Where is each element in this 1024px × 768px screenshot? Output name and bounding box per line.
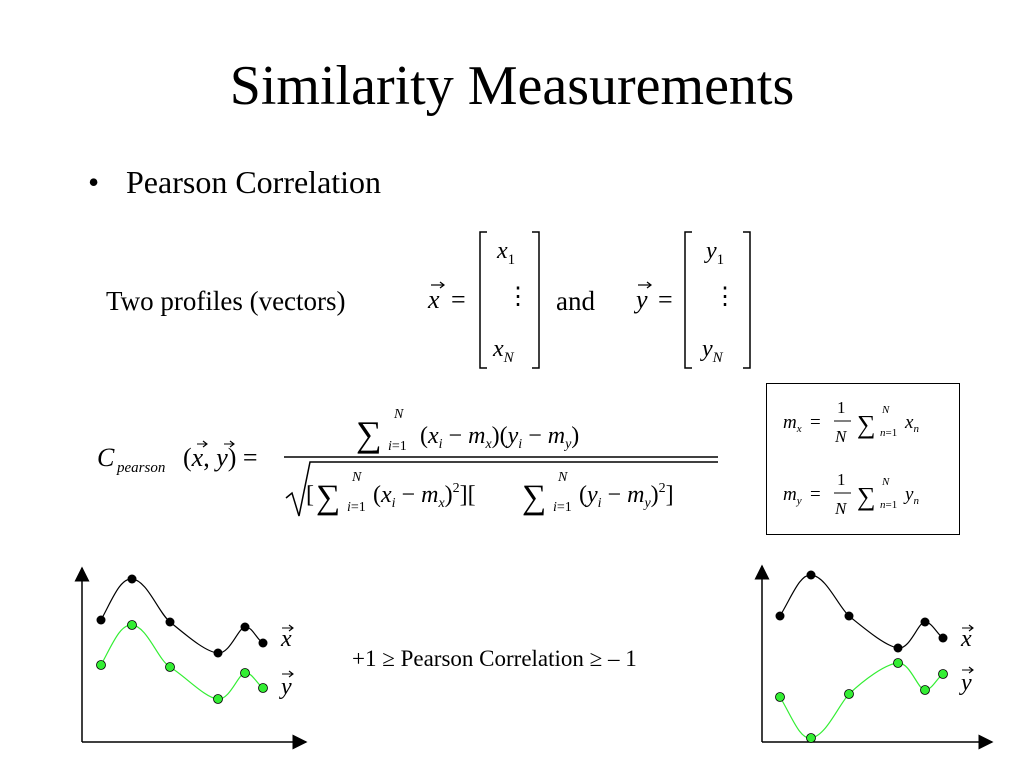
svg-text:i=1: i=1 xyxy=(553,500,572,515)
equals-sign: = xyxy=(451,285,466,314)
right-bracket-icon xyxy=(743,231,751,369)
equals-sign: = xyxy=(658,285,673,314)
legend-y-label: y xyxy=(279,674,292,700)
yN-entry: yN xyxy=(700,336,724,366)
xN-entry: xN xyxy=(492,336,515,366)
svg-text:1: 1 xyxy=(837,470,846,489)
series-x-line xyxy=(100,578,264,654)
svg-text:yn: yn xyxy=(903,484,919,507)
sum-icon: ∑ xyxy=(356,414,382,454)
vector-x-symbol: x xyxy=(427,285,440,314)
sqrt-icon xyxy=(285,461,718,517)
svg-text:=: = xyxy=(810,484,821,505)
right-anticorrelated-plot: x y xyxy=(754,564,994,750)
sum-icon: ∑ xyxy=(857,482,876,511)
legend-x-label: x xyxy=(960,626,972,652)
svg-text:my: my xyxy=(783,484,802,507)
vector-y-symbol: y xyxy=(633,285,648,314)
pearson-formula: C pearson (x, y) = ∑ N i=1 (xi − mx)(yi … xyxy=(97,407,718,517)
svg-text:N: N xyxy=(557,470,568,485)
mean-definitions-box xyxy=(766,383,960,535)
svg-text:N: N xyxy=(834,499,848,518)
numerator-terms: (xi − mx)(yi − my) xyxy=(420,423,579,452)
bullet-item: • Pearson Correlation xyxy=(88,166,381,198)
svg-text:i=1: i=1 xyxy=(388,439,407,454)
svg-text:(yi − my)2]: (yi − my)2] xyxy=(579,481,674,511)
sum-icon: ∑ xyxy=(857,410,876,439)
sum-icon: ∑ xyxy=(316,479,340,516)
svg-text:mx: mx xyxy=(783,412,802,435)
legend-x-label: x xyxy=(280,626,292,652)
mean-x-formula: mx = 1 N ∑ N n=1 xn xyxy=(783,398,919,446)
series-y-points xyxy=(96,620,268,704)
bullet-dot-icon: • xyxy=(88,164,100,200)
pearson-subscript: pearson xyxy=(116,460,165,476)
svg-text:[: [ xyxy=(306,482,314,508)
slide-title: Similarity Measurements xyxy=(229,55,795,117)
svg-text:N: N xyxy=(834,427,848,446)
mean-y-formula: my = 1 N ∑ N n=1 yn xyxy=(783,470,919,518)
left-bracket-icon xyxy=(684,231,692,369)
vectors-intro-text: Two profiles (vectors) xyxy=(106,286,346,316)
legend-y-label: y xyxy=(959,670,972,696)
correlation-range-text: +1 ≥ Pearson Correlation ≥ – 1 xyxy=(352,646,637,671)
series-x-points xyxy=(775,570,948,653)
right-bracket-icon xyxy=(532,231,540,369)
left-correlated-plot: x y xyxy=(74,566,308,750)
svg-text:i=1: i=1 xyxy=(347,500,366,515)
y-vdots: ⋮ xyxy=(713,284,737,310)
sum-icon: ∑ xyxy=(522,479,546,516)
svg-text:N: N xyxy=(881,404,890,416)
svg-text:N: N xyxy=(881,476,890,488)
and-text: and xyxy=(556,286,595,316)
svg-text:1: 1 xyxy=(837,398,846,417)
series-x-line xyxy=(779,574,944,649)
vector-x-definition: x = x1 ⋮ xN xyxy=(427,231,540,369)
svg-text:=: = xyxy=(810,412,821,433)
series-y-points xyxy=(775,658,948,743)
pearson-c: C xyxy=(97,443,115,472)
bullet-label: Pearson Correlation xyxy=(126,164,382,200)
pearson-args: (x, y) = xyxy=(183,443,258,472)
svg-text:xn: xn xyxy=(904,412,919,435)
x-vdots: ⋮ xyxy=(506,284,530,310)
svg-text:(xi − mx)2][: (xi − mx)2][ xyxy=(373,481,476,511)
series-y-line xyxy=(100,624,264,700)
svg-text:N: N xyxy=(351,470,362,485)
vector-y-definition: y = y1 ⋮ yN xyxy=(633,231,751,369)
y1-entry: y1 xyxy=(704,238,724,268)
svg-text:n=1: n=1 xyxy=(880,499,897,511)
svg-text:n=1: n=1 xyxy=(880,427,897,439)
left-bracket-icon xyxy=(479,231,487,369)
series-x-points xyxy=(96,574,268,658)
svg-text:N: N xyxy=(393,407,404,422)
series-y-line xyxy=(779,662,944,739)
x1-entry: x1 xyxy=(496,238,515,268)
